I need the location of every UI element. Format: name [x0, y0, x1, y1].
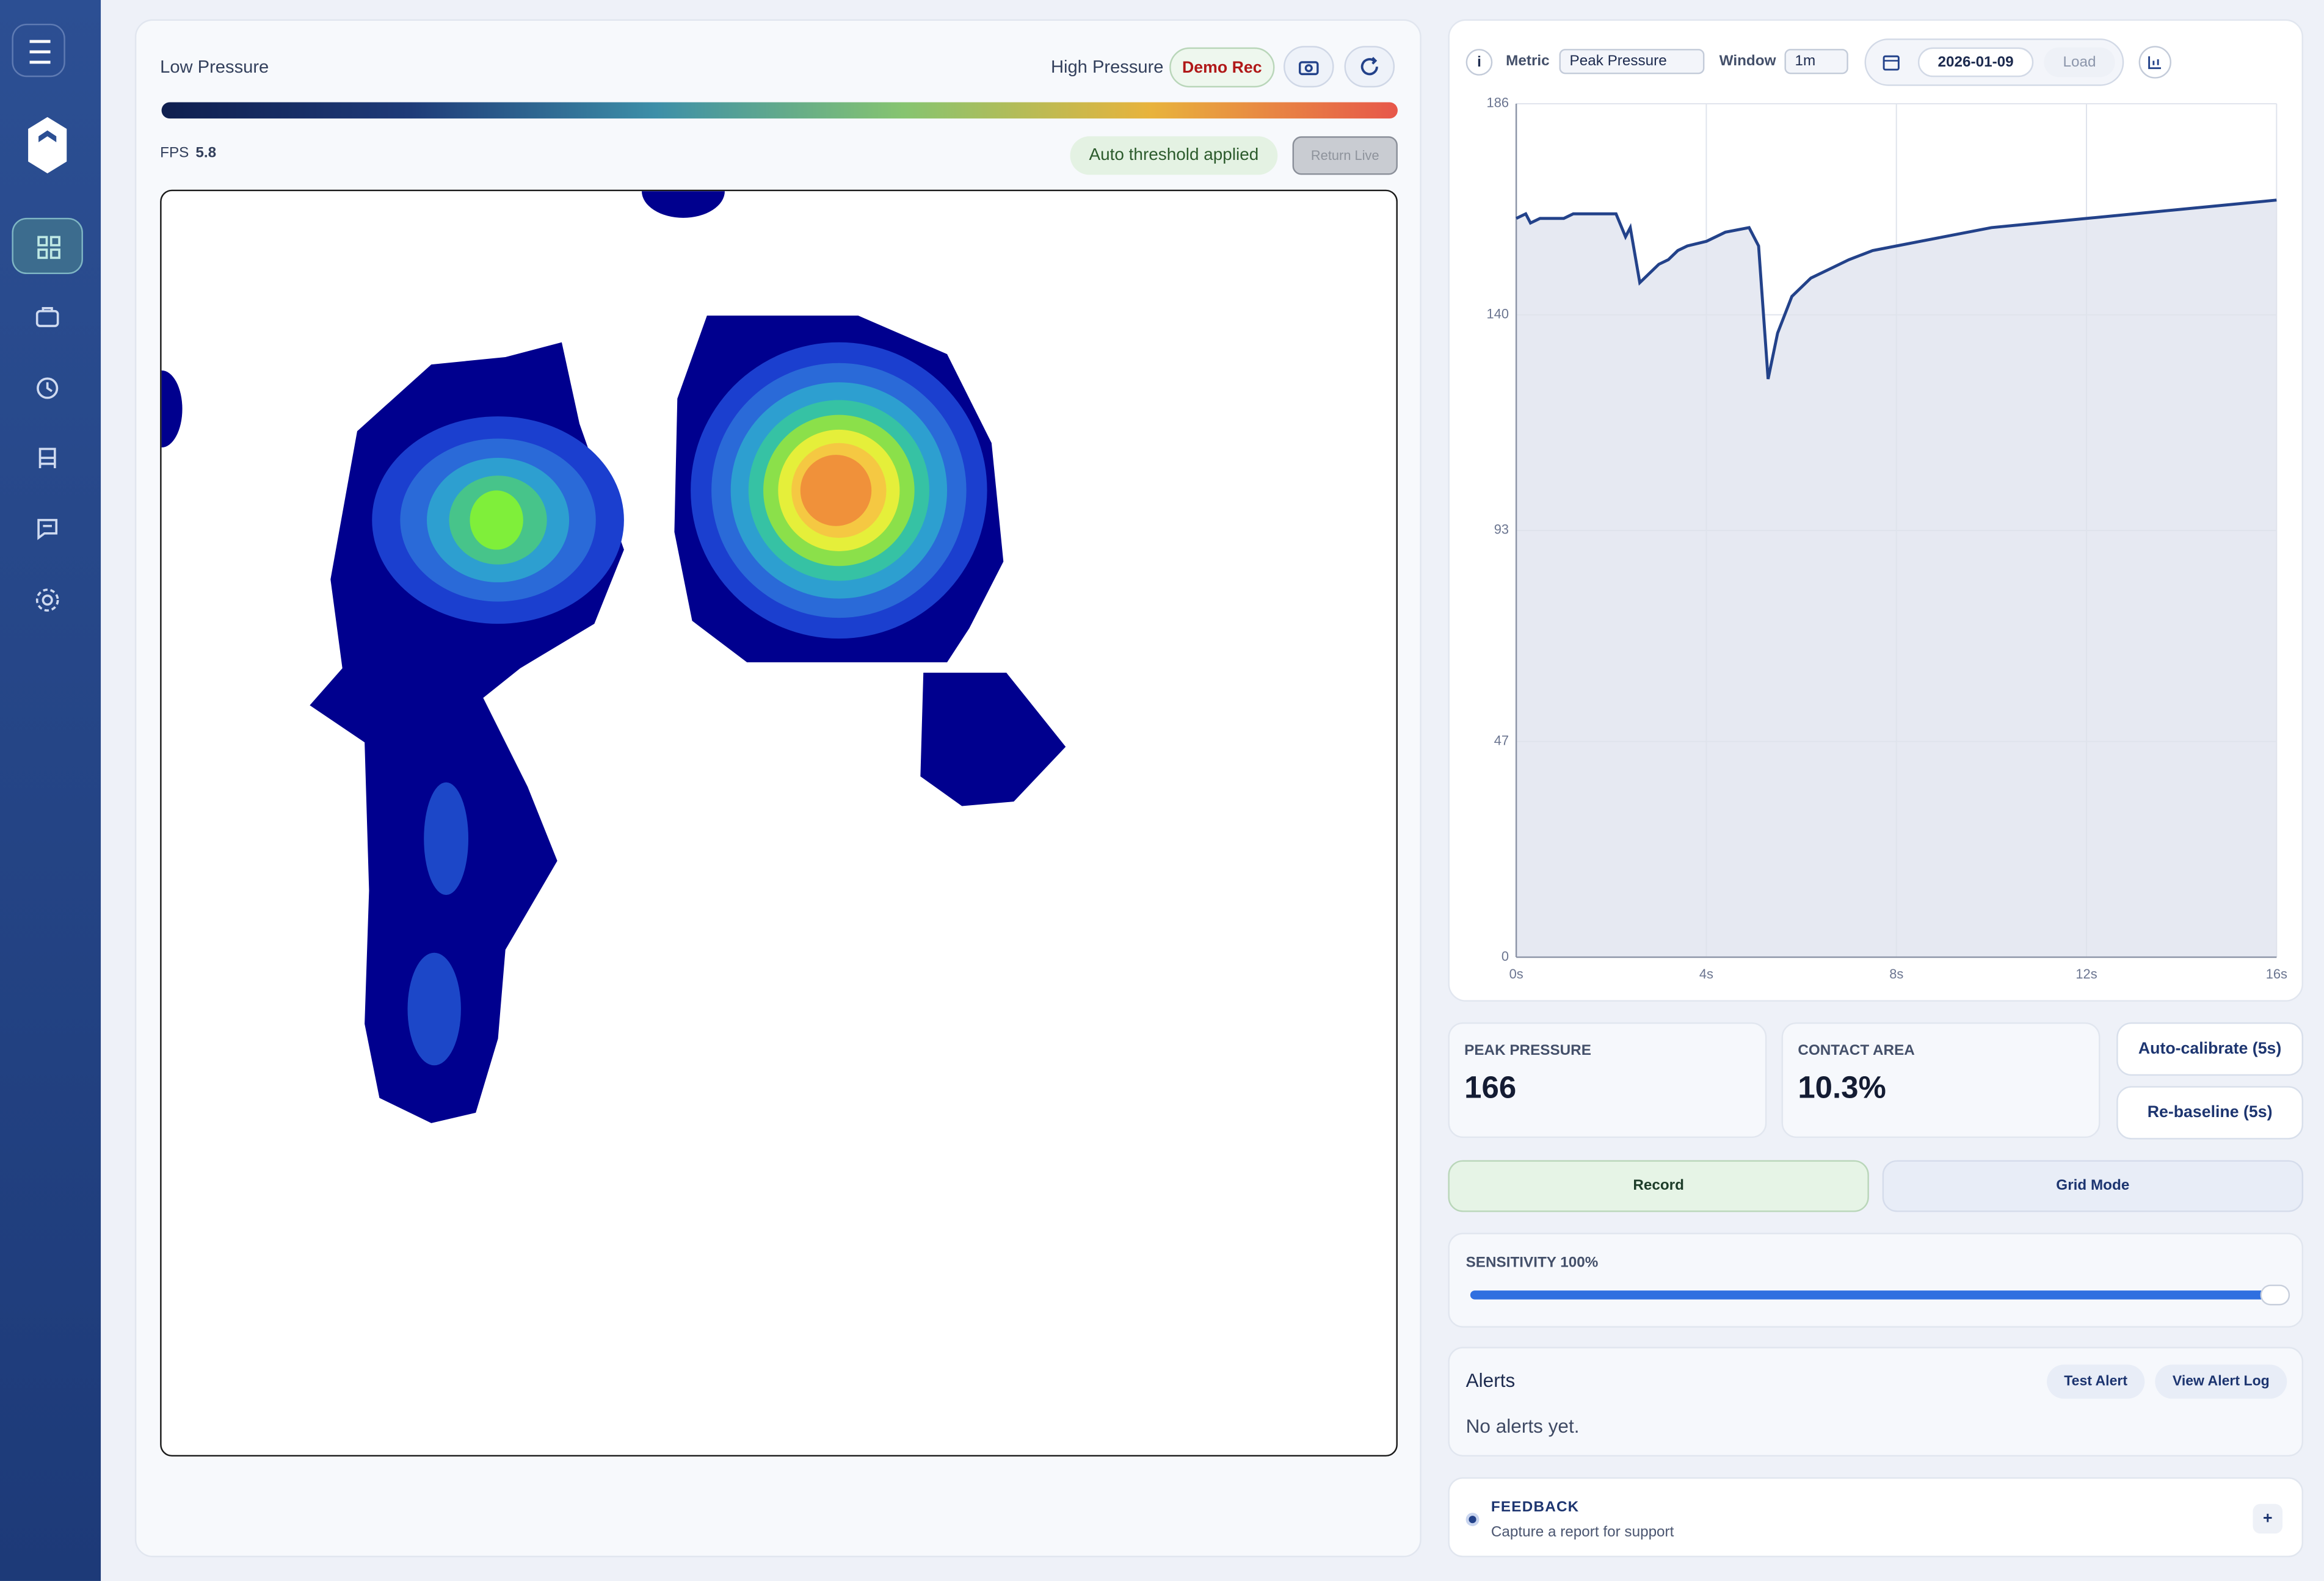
snapshot-button[interactable] [1284, 46, 1334, 88]
return-live-button[interactable]: Return Live [1292, 136, 1398, 175]
sensitivity-card: SENSITIVITY 100% [1448, 1232, 2304, 1328]
y-tick-label: 186 [1487, 95, 1509, 110]
fps-label: FPS [160, 145, 189, 162]
sensitivity-track [1470, 1290, 2278, 1300]
alerts-empty: No alerts yet. [1465, 1415, 1580, 1438]
pressure-scale [161, 102, 1398, 119]
date-picker: 2026-01-09 Load [1864, 38, 2124, 86]
metric-label: Metric [1506, 53, 1550, 70]
stat-value: 166 [1464, 1071, 1517, 1105]
window-select[interactable]: 1m [1784, 49, 1848, 74]
sidebar [0, 0, 101, 1581]
line-chart: 0 47 93 140 186 0s 4s 8s 12s 16s [1487, 95, 2287, 982]
menu-button[interactable] [12, 23, 65, 78]
alerts-title: Alerts [1465, 1369, 1516, 1392]
y-tick-label: 93 [1494, 522, 1509, 537]
date-input[interactable]: 2026-01-09 [1917, 47, 2034, 78]
stat-card: PEAK PRESSURE 166 [1448, 1022, 1767, 1138]
metric-select[interactable]: Peak Pressure [1559, 49, 1705, 74]
nav-messages[interactable] [35, 517, 59, 541]
nav-settings[interactable] [34, 587, 61, 613]
legend-high: High Pressure [1050, 56, 1164, 78]
chart-card: i Metric Peak Pressure Window 1m 2026-01… [1448, 19, 2304, 1002]
threshold-badge: Auto threshold applied [1070, 136, 1278, 175]
alert-log-button[interactable]: View Alert Log [2155, 1364, 2287, 1399]
stat-label: PEAK PRESSURE [1464, 1043, 1591, 1060]
feedback-expand-button[interactable]: + [2253, 1503, 2283, 1534]
y-tick-label: 0 [1502, 949, 1509, 964]
x-tick-label: 12s [2075, 966, 2097, 982]
heatmap-card: Low Pressure High Pressure Demo Rec FPS … [134, 19, 1422, 1558]
feedback-card: FEEDBACK Capture a report for support + [1448, 1477, 2304, 1558]
stat-value: 10.3% [1798, 1071, 1886, 1105]
alerts-card: Alerts Test Alert View Alert Log No aler… [1448, 1347, 2304, 1457]
feedback-subtitle: Capture a report for support [1491, 1524, 1674, 1541]
feedback-dot [1465, 1513, 1480, 1527]
window-value: 1m [1795, 53, 1816, 70]
heatmap-image [161, 191, 1066, 1123]
stat-card: CONTACT AREA 10.3% [1781, 1022, 2101, 1138]
info-button[interactable]: i [1465, 49, 1493, 76]
load-button[interactable]: Load [2044, 47, 2115, 78]
refresh-button[interactable] [1344, 46, 1395, 88]
nav-history[interactable] [35, 377, 59, 400]
sensitivity-label: SENSITIVITY 100% [1465, 1254, 1599, 1272]
x-tick-label: 8s [1889, 966, 1903, 982]
y-tick-label: 140 [1487, 306, 1509, 321]
nav-cases[interactable] [35, 305, 59, 329]
sensitivity-thumb[interactable] [2260, 1284, 2290, 1306]
fps-value: 5.8 [195, 145, 217, 162]
rebaseline-button[interactable]: Re-baseline (5s) [2116, 1086, 2304, 1140]
record-button[interactable]: Record [1448, 1160, 1869, 1212]
grid-mode-button[interactable]: Grid Mode [1882, 1160, 2304, 1212]
nav-dashboard[interactable] [12, 217, 83, 275]
logo [28, 117, 67, 173]
legend-low: Low Pressure [160, 56, 269, 78]
demo-button[interactable]: Demo Rec [1169, 47, 1275, 88]
nav-bed[interactable] [35, 446, 59, 470]
stat-label: CONTACT AREA [1798, 1043, 1915, 1060]
heatmap [160, 189, 1398, 1457]
test-alert-button[interactable]: Test Alert [2047, 1364, 2145, 1399]
feedback-title: FEEDBACK [1491, 1499, 1580, 1516]
y-tick-label: 47 [1494, 733, 1509, 748]
x-tick-label: 16s [2266, 966, 2287, 982]
auto-calibrate-button[interactable]: Auto-calibrate (5s) [2116, 1022, 2304, 1076]
x-tick-label: 4s [1699, 966, 1713, 982]
data-line [1516, 198, 2277, 380]
window-label: Window [1719, 53, 1776, 70]
x-tick-label: 0s [1509, 966, 1523, 982]
chart-icon-button[interactable] [2138, 46, 2171, 79]
metric-value: Peak Pressure [1569, 53, 1667, 70]
calendar-icon[interactable] [1883, 53, 1900, 71]
